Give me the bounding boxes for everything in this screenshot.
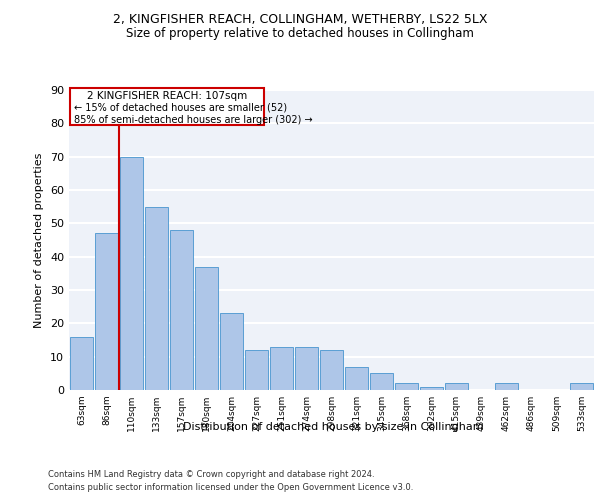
Bar	[320, 350, 343, 390]
Text: Distribution of detached houses by size in Collingham: Distribution of detached houses by size …	[182, 422, 484, 432]
Text: 2 KINGFISHER REACH: 107sqm: 2 KINGFISHER REACH: 107sqm	[87, 91, 247, 101]
Bar	[145, 206, 168, 390]
Bar	[170, 230, 193, 390]
Bar	[70, 336, 93, 390]
Text: ← 15% of detached houses are smaller (52): ← 15% of detached houses are smaller (52…	[74, 102, 287, 113]
Bar	[570, 384, 593, 390]
Text: 85% of semi-detached houses are larger (302) →: 85% of semi-detached houses are larger (…	[74, 115, 313, 125]
Bar	[395, 384, 418, 390]
Bar	[245, 350, 268, 390]
Bar	[120, 156, 143, 390]
Bar	[220, 314, 243, 390]
Y-axis label: Number of detached properties: Number of detached properties	[34, 152, 44, 328]
Bar	[295, 346, 318, 390]
Bar	[495, 384, 518, 390]
FancyBboxPatch shape	[70, 88, 264, 125]
Bar	[95, 234, 118, 390]
Bar	[195, 266, 218, 390]
Bar	[370, 374, 393, 390]
Text: 2, KINGFISHER REACH, COLLINGHAM, WETHERBY, LS22 5LX: 2, KINGFISHER REACH, COLLINGHAM, WETHERB…	[113, 12, 487, 26]
Text: Contains HM Land Registry data © Crown copyright and database right 2024.: Contains HM Land Registry data © Crown c…	[48, 470, 374, 479]
Text: Size of property relative to detached houses in Collingham: Size of property relative to detached ho…	[126, 28, 474, 40]
Bar	[420, 386, 443, 390]
Bar	[345, 366, 368, 390]
Bar	[270, 346, 293, 390]
Text: Contains public sector information licensed under the Open Government Licence v3: Contains public sector information licen…	[48, 482, 413, 492]
Bar	[445, 384, 468, 390]
